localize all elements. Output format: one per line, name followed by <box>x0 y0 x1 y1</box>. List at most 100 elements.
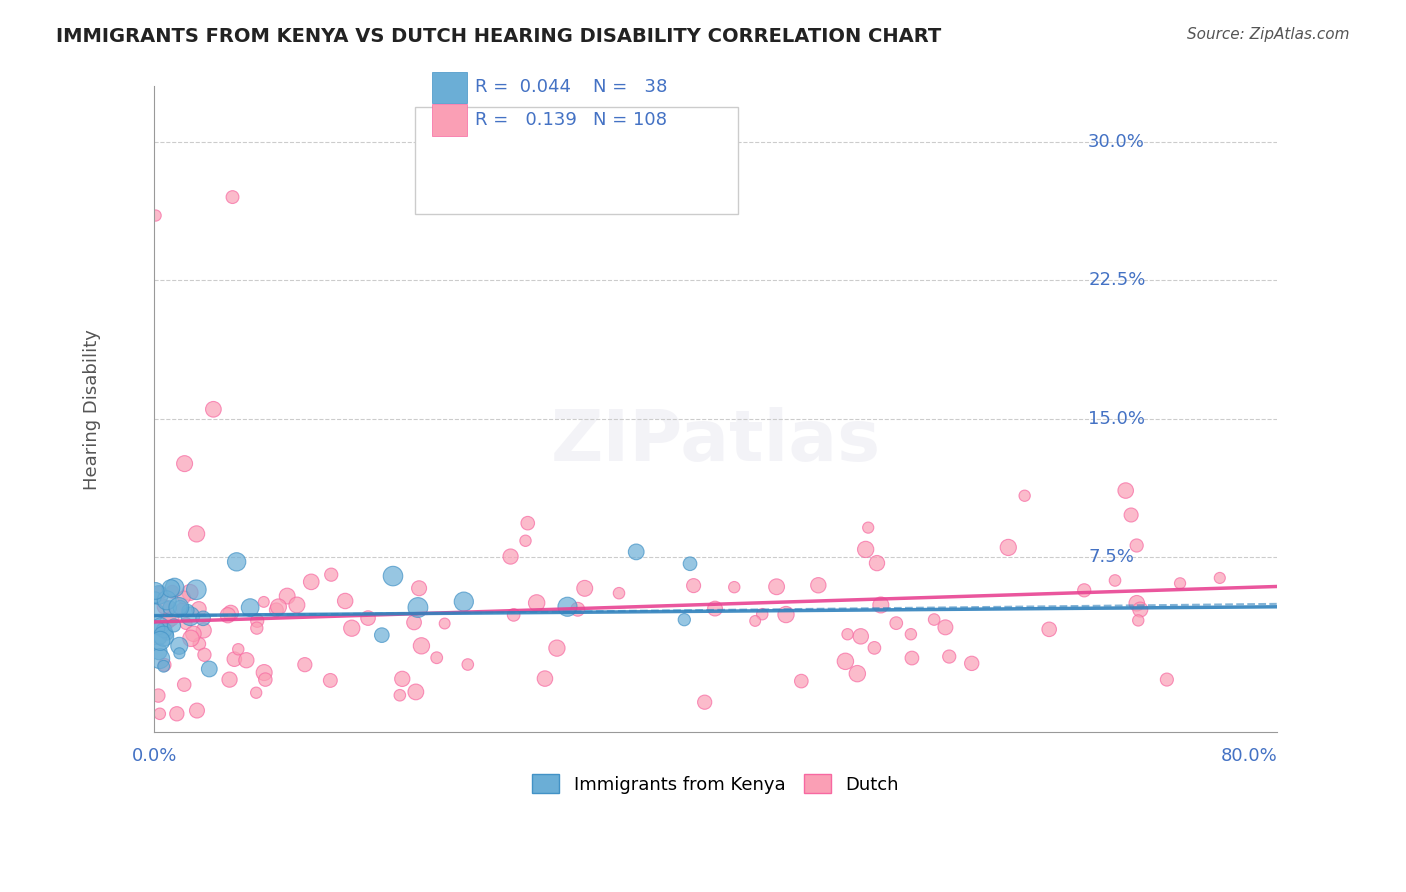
Point <box>145 591 167 605</box>
Point <box>166 706 188 721</box>
Point <box>294 657 316 672</box>
Point <box>679 557 702 571</box>
Text: 7.5%: 7.5% <box>1088 548 1135 566</box>
Point <box>516 516 538 531</box>
Point <box>198 662 221 676</box>
Point <box>149 651 172 665</box>
Point <box>402 615 425 630</box>
Point <box>934 620 956 634</box>
Point <box>169 600 191 615</box>
Point <box>162 584 184 599</box>
Point <box>149 706 172 721</box>
Point <box>285 598 308 612</box>
Point <box>526 596 548 610</box>
Point <box>775 607 797 622</box>
Point <box>253 595 276 609</box>
Point <box>193 648 215 662</box>
Point <box>239 600 262 615</box>
Point <box>411 639 433 653</box>
Text: Hearing Disability: Hearing Disability <box>83 329 101 490</box>
Point <box>299 574 322 589</box>
Point <box>391 672 413 686</box>
Point <box>790 674 813 689</box>
Point <box>856 521 879 535</box>
Point <box>855 542 877 557</box>
Point <box>202 402 225 417</box>
Point <box>179 585 201 599</box>
Point <box>502 607 524 622</box>
Point <box>499 549 522 564</box>
Text: 22.5%: 22.5% <box>1088 271 1146 289</box>
Point <box>426 650 449 665</box>
Point <box>673 613 696 627</box>
Point <box>567 602 589 616</box>
Point <box>626 545 648 559</box>
Text: IMMIGRANTS FROM KENYA VS DUTCH HEARING DISABILITY CORRELATION CHART: IMMIGRANTS FROM KENYA VS DUTCH HEARING D… <box>56 27 942 45</box>
Point <box>534 672 557 686</box>
Point <box>152 659 174 673</box>
Point <box>167 600 190 615</box>
Point <box>357 611 380 625</box>
Text: N = 108: N = 108 <box>593 112 668 129</box>
Legend: Immigrants from Kenya, Dutch: Immigrants from Kenya, Dutch <box>524 767 905 801</box>
Point <box>153 657 176 672</box>
Point <box>163 618 186 632</box>
Point <box>149 619 172 633</box>
Point <box>180 632 202 646</box>
Point <box>152 629 174 643</box>
Text: 30.0%: 30.0% <box>1088 133 1144 151</box>
Point <box>157 614 180 628</box>
Point <box>145 209 167 223</box>
Point <box>335 594 357 608</box>
Point <box>267 599 290 614</box>
Point <box>321 567 343 582</box>
Point <box>960 657 983 671</box>
Point <box>217 608 239 623</box>
Point <box>153 623 176 637</box>
Point <box>900 627 922 641</box>
Point <box>224 652 246 666</box>
Point <box>1038 623 1060 637</box>
Point <box>163 581 186 595</box>
Point <box>1128 614 1150 628</box>
Point <box>515 533 537 548</box>
Point <box>884 616 907 631</box>
Point <box>834 654 856 668</box>
Point <box>153 599 176 614</box>
Point <box>1129 602 1152 616</box>
Point <box>1209 571 1232 585</box>
Point <box>382 569 405 583</box>
Point <box>922 613 945 627</box>
Point <box>574 582 596 596</box>
Point <box>156 627 179 641</box>
Point <box>219 606 242 620</box>
Point <box>254 673 277 687</box>
Text: R =   0.139: R = 0.139 <box>475 112 576 129</box>
Point <box>1073 583 1095 598</box>
Point <box>226 642 249 657</box>
Point <box>1014 489 1036 503</box>
Point <box>246 621 269 635</box>
Point <box>145 605 167 619</box>
Point <box>807 578 830 592</box>
Text: N =   38: N = 38 <box>593 78 668 96</box>
Point <box>159 600 181 615</box>
Point <box>235 653 257 667</box>
Point <box>173 457 195 471</box>
Point <box>863 640 886 655</box>
Point <box>837 627 859 641</box>
Point <box>186 704 208 718</box>
Point <box>170 601 193 615</box>
Point <box>148 588 170 602</box>
Point <box>1104 574 1126 588</box>
Point <box>160 582 183 596</box>
Point <box>457 657 479 672</box>
Point <box>849 629 872 643</box>
Point <box>433 616 456 631</box>
Point <box>145 583 167 598</box>
Point <box>179 609 201 624</box>
Text: ZIPatlas: ZIPatlas <box>550 407 880 476</box>
Point <box>1156 673 1178 687</box>
Point <box>149 586 172 600</box>
Point <box>406 600 429 615</box>
